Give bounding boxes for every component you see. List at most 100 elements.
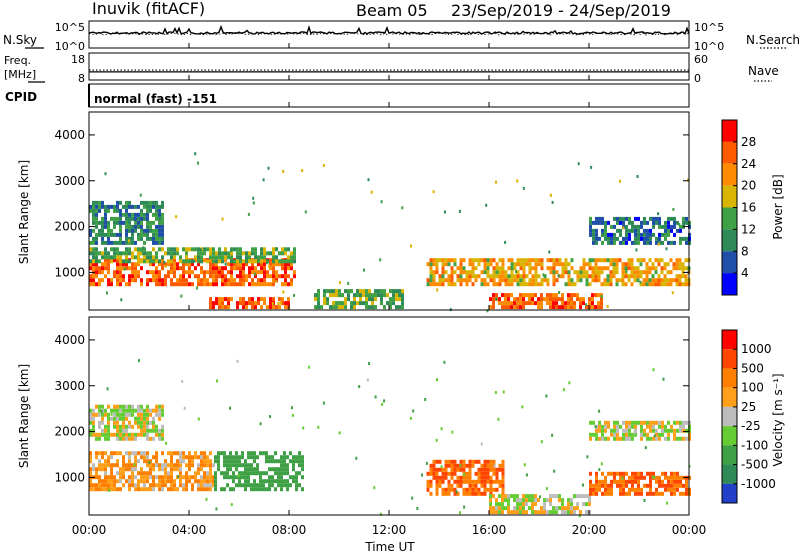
power-cell	[531, 274, 535, 279]
velocity-cell	[483, 479, 487, 484]
velocity-cell	[89, 428, 92, 433]
velocity-cell	[443, 360, 446, 364]
power-cell	[275, 270, 278, 275]
power-cell	[155, 259, 158, 264]
velocity-cell	[613, 432, 616, 437]
velocity-cell	[673, 420, 676, 425]
power-cell	[516, 258, 520, 263]
velocity-cell	[546, 510, 549, 515]
power-cell	[116, 282, 119, 287]
velocity-cell	[640, 432, 643, 437]
power-cell	[561, 270, 565, 275]
velocity-cell	[170, 475, 173, 480]
velocity-cell	[489, 506, 492, 511]
velocity-cell	[265, 451, 268, 456]
power-cell	[146, 255, 149, 260]
power-cell	[164, 262, 167, 267]
power-cell	[507, 305, 510, 310]
power-cell	[278, 297, 281, 302]
velocity-cell	[95, 475, 98, 480]
power-cell	[128, 204, 131, 209]
velocity-cell	[435, 467, 439, 472]
velocity-cell	[516, 506, 519, 511]
velocity-cell	[283, 479, 286, 484]
velocity-cell	[679, 436, 682, 441]
power-cell	[483, 282, 487, 287]
velocity-cell	[223, 463, 226, 468]
power-cell	[257, 301, 260, 306]
velocity-cell	[631, 487, 634, 492]
power-cell	[251, 251, 254, 256]
power-cell	[161, 220, 164, 225]
velocity-cell	[125, 424, 128, 429]
power-cell	[95, 232, 98, 237]
power-cell	[146, 220, 149, 225]
power-cell	[634, 240, 637, 245]
velocity-cell	[280, 455, 283, 460]
velocity-cell	[143, 412, 146, 417]
velocity-cell	[655, 491, 658, 496]
velocity-cell	[217, 467, 220, 472]
power-cell	[450, 278, 454, 283]
velocity-cell	[89, 459, 92, 464]
power-cell	[199, 248, 202, 252]
velocity-cell	[152, 416, 155, 421]
power-cell	[230, 262, 233, 267]
velocity-cell	[637, 420, 640, 425]
power-cell	[627, 266, 631, 271]
power-cell	[104, 208, 107, 213]
velocity-cell	[483, 487, 487, 492]
power-cell	[221, 266, 224, 271]
velocity-cell	[95, 487, 98, 492]
power-cell	[152, 278, 155, 283]
velocity-cell	[531, 510, 534, 515]
velocity-cell	[170, 479, 173, 484]
velocity-cell	[604, 428, 607, 433]
power-cell	[438, 278, 442, 283]
power-cell	[657, 278, 661, 283]
power-cell	[173, 251, 176, 256]
power-cell	[522, 282, 526, 287]
velocity-cell	[188, 463, 191, 468]
power-cell	[380, 289, 383, 294]
velocity-cell	[185, 463, 188, 468]
power-cell	[197, 259, 200, 264]
power-cell	[128, 251, 131, 256]
power-cell	[501, 293, 504, 298]
velocity-cell	[628, 491, 631, 496]
power-cell	[609, 270, 613, 275]
power-cell	[89, 228, 92, 233]
velocity-cell	[441, 487, 445, 492]
power-cell	[275, 247, 278, 251]
power-cell	[630, 266, 634, 271]
velocity-cell	[209, 451, 212, 456]
power-cell	[389, 305, 392, 310]
velocity-cell	[474, 487, 478, 492]
velocity-cell	[607, 420, 610, 425]
power-cell	[670, 224, 673, 229]
power-cell	[525, 258, 529, 263]
velocity-cell	[140, 428, 143, 433]
velocity-cell	[232, 475, 235, 480]
power-ytick-label: 1000	[54, 265, 85, 279]
velocity-cell	[486, 471, 490, 476]
velocity-cell	[146, 432, 149, 437]
velocity-cell	[253, 479, 256, 484]
power-cell	[278, 262, 281, 267]
power-cell	[615, 270, 619, 275]
power-cell	[272, 274, 275, 279]
velocity-cell	[274, 451, 277, 456]
velocity-cell	[170, 455, 173, 460]
power-cell	[245, 255, 248, 260]
velocity-cell	[182, 459, 185, 464]
power-cell	[643, 228, 646, 233]
power-cell	[242, 259, 245, 264]
power-cell	[182, 262, 185, 267]
power-cell	[386, 293, 389, 298]
power-cell	[639, 262, 643, 267]
power-cell	[501, 305, 504, 310]
velocity-cell	[489, 491, 493, 496]
velocity-cell	[128, 487, 131, 492]
power-cell	[110, 259, 113, 264]
power-cell	[630, 262, 634, 267]
